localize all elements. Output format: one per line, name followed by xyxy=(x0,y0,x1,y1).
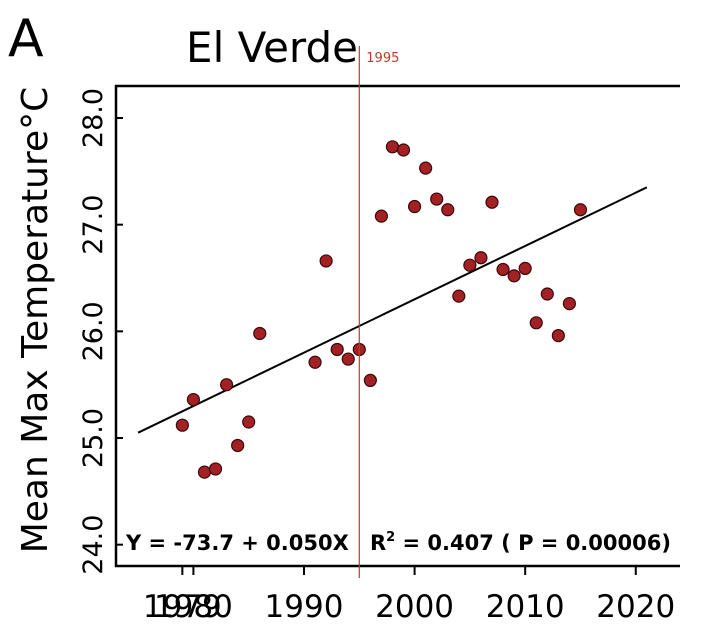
data-point xyxy=(363,373,377,387)
data-point xyxy=(551,329,565,343)
y-tick-label: 26.0 xyxy=(78,301,109,361)
y-tick-label: 27.0 xyxy=(78,195,109,255)
data-point xyxy=(474,251,488,265)
data-point xyxy=(253,326,267,341)
data-point xyxy=(341,352,355,366)
data-point xyxy=(330,342,344,357)
x-tick-label: 1990 xyxy=(265,589,344,625)
data-point xyxy=(208,462,223,476)
data-point xyxy=(562,297,577,311)
data-point xyxy=(540,287,554,301)
r-squared-annotation: R2 = 0.407 ( P = 0.00006) xyxy=(370,530,671,555)
year-marker-label: 1995 xyxy=(366,51,399,66)
chart-title: El Verde xyxy=(186,23,358,72)
x-tick-label: 2010 xyxy=(486,589,565,625)
data-point xyxy=(242,415,256,429)
data-point xyxy=(407,199,422,214)
data-point xyxy=(430,192,444,206)
data-point xyxy=(452,289,466,303)
data-point xyxy=(319,254,333,268)
data-point xyxy=(231,438,245,453)
data-point xyxy=(385,140,400,154)
data-point xyxy=(175,418,189,432)
y-tick-label: 25.0 xyxy=(78,408,109,468)
data-point xyxy=(197,465,212,479)
y-tick-label: 28.0 xyxy=(78,88,109,148)
data-point xyxy=(186,393,201,407)
data-point xyxy=(374,209,389,223)
data-point xyxy=(529,316,543,330)
data-point xyxy=(507,269,521,283)
data-points xyxy=(175,140,588,479)
x-tick-label: 1980 xyxy=(154,589,233,625)
panel-label: A xyxy=(8,9,44,69)
y-axis-label: Mean Max Temperature°C xyxy=(15,87,56,554)
data-point xyxy=(396,143,411,157)
x-tick-label: 2020 xyxy=(596,589,675,625)
regression-equation: Y = -73.7 + 0.050X xyxy=(125,531,349,555)
y-tick-label: 24.0 xyxy=(78,515,109,575)
data-point xyxy=(518,261,532,275)
plot-frame xyxy=(114,84,680,568)
y-axis-ticks: 24.0 25.0 26.0 27.0 28.0 xyxy=(78,88,123,575)
data-point xyxy=(463,258,477,272)
data-point xyxy=(308,355,322,369)
data-point xyxy=(573,203,588,217)
data-point xyxy=(496,262,510,277)
trend-line xyxy=(137,186,648,434)
x-tick-label: 2000 xyxy=(375,589,454,625)
x-tick-label: 1979 xyxy=(143,589,222,625)
data-point xyxy=(219,378,234,392)
data-point xyxy=(419,161,433,175)
data-point xyxy=(441,203,455,217)
data-point xyxy=(485,195,499,209)
